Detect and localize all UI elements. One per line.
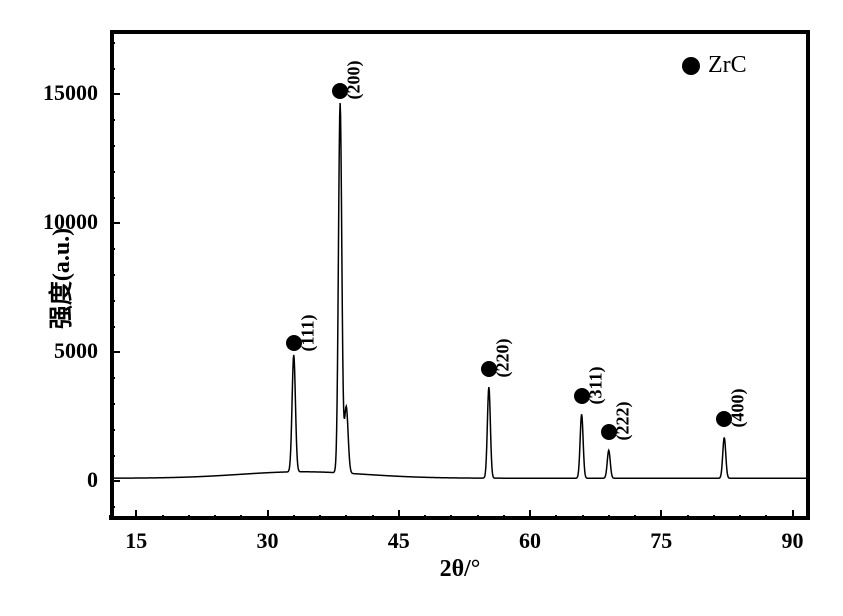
chart-container: 强度(a.u.) 2θ/° ZrC 1530456075900500010000… [0,0,843,616]
peak-hkl-text: (222) [612,402,633,441]
peak-label: (220) [481,361,497,377]
peak-hkl-text: (311) [585,367,606,405]
peak-hkl-text: (220) [492,339,513,378]
peak-label: (111) [286,335,302,351]
peak-hkl-text: (111) [297,315,318,352]
peak-label: (400) [716,411,732,427]
peak-hkl-text: (400) [728,389,749,428]
xrd-pattern [0,0,843,616]
peak-label: (311) [574,388,590,404]
peak-label: (200) [332,83,348,99]
peak-hkl-text: (200) [344,60,365,99]
peak-label: (222) [601,424,617,440]
